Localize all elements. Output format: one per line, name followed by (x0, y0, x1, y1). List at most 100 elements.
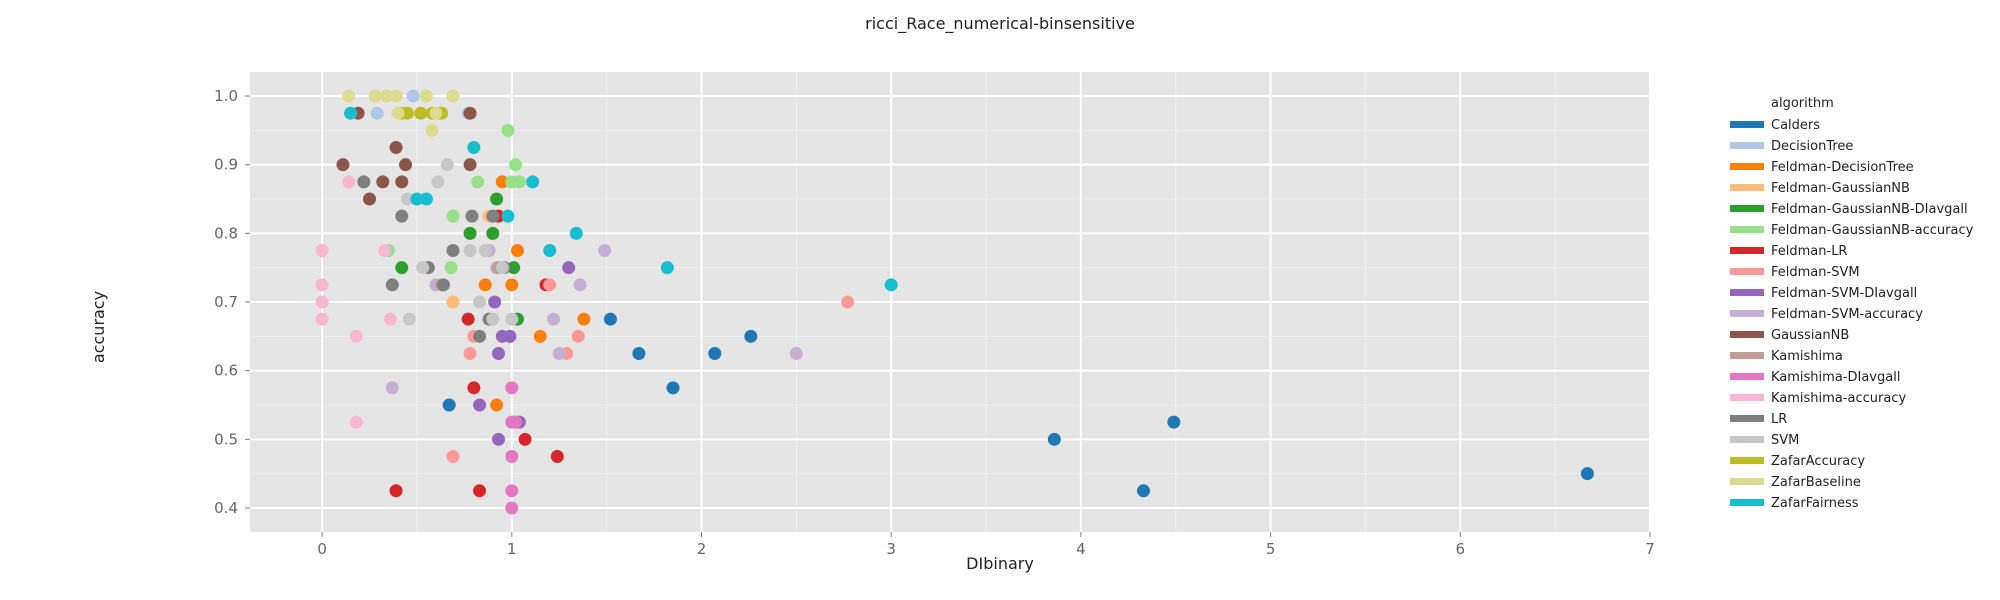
legend-swatch (1730, 436, 1764, 443)
series-svm (400, 158, 519, 326)
data-point (473, 329, 487, 343)
data-point (1580, 467, 1594, 481)
legend-title: algorithm (1771, 96, 1834, 111)
y-tick-label: 0.8 (214, 224, 238, 242)
y-axis-ticks: 0.4 0.5 0.6 0.7 0.8 0.9 1.0 (214, 87, 250, 517)
legend-swatch (1730, 142, 1764, 149)
data-point (503, 329, 517, 343)
data-point (505, 449, 519, 463)
data-point (402, 312, 416, 326)
series-kamishima-diavgall (505, 381, 523, 515)
legend-item: SVM (1730, 433, 1799, 448)
series-feldman-decisiontree (478, 175, 591, 412)
series-feldman-svm-diavgall (473, 261, 576, 446)
data-point (446, 209, 460, 223)
legend-item: Feldman-GaussianNB (1730, 181, 1910, 196)
data-point (577, 312, 591, 326)
data-point (501, 209, 515, 223)
legend-item: LR (1730, 412, 1787, 427)
legend-label: Feldman-SVM-accuracy (1771, 307, 1923, 322)
data-point (471, 175, 485, 189)
data-point (632, 346, 646, 360)
legend-swatch (1730, 205, 1764, 212)
data-point (389, 484, 403, 498)
data-point (383, 312, 397, 326)
data-point (400, 192, 414, 206)
data-point (410, 192, 424, 206)
data-point (463, 244, 477, 258)
legend-label: Kamishima-DIavgall (1771, 370, 1900, 385)
data-point (315, 278, 329, 292)
x-tick-label: 2 (697, 540, 707, 558)
data-point (505, 278, 519, 292)
data-point (442, 398, 456, 412)
legend-swatch (1730, 226, 1764, 233)
data-points (315, 89, 1594, 515)
data-point (446, 295, 460, 309)
data-point (419, 192, 433, 206)
legend-label: GaussianNB (1771, 328, 1849, 343)
data-point (666, 381, 680, 395)
data-point (1136, 484, 1150, 498)
data-point (357, 175, 371, 189)
data-point (416, 261, 430, 275)
legend-label: LR (1771, 412, 1787, 427)
legend-swatch (1730, 289, 1764, 296)
data-point (461, 312, 475, 326)
x-tick-label: 4 (1076, 540, 1086, 558)
legend-swatch (1730, 121, 1764, 128)
y-tick-label: 0.5 (214, 430, 238, 448)
data-point (419, 89, 433, 103)
data-point (370, 106, 384, 120)
legend: algorithm Calders DecisionTree Feldman-Dec… (1730, 96, 1974, 511)
data-point (376, 175, 390, 189)
y-tick-label: 0.6 (214, 362, 238, 380)
legend-swatch (1730, 499, 1764, 506)
data-point (490, 398, 504, 412)
x-tick-label: 0 (317, 540, 327, 558)
series-calders (442, 312, 1594, 498)
data-point (1167, 415, 1181, 429)
data-point (598, 244, 612, 258)
data-point (349, 329, 363, 343)
data-point (505, 501, 519, 515)
data-point (573, 278, 587, 292)
legend-item: GaussianNB (1730, 328, 1849, 343)
chart-title: ricci_Race_numerical-binsensitive (865, 14, 1135, 34)
legend-label: Feldman-SVM (1771, 265, 1860, 280)
series-lr (357, 175, 511, 343)
data-point (512, 175, 526, 189)
data-point (378, 244, 392, 258)
data-point (315, 244, 329, 258)
legend-label: Kamishima (1771, 349, 1843, 364)
legend-label: Feldman-GaussianNB-DIavgall (1771, 202, 1968, 217)
legend-label: ZafarFairness (1771, 496, 1859, 511)
data-point (505, 381, 519, 395)
data-point (363, 192, 377, 206)
data-point (486, 209, 500, 223)
legend-item: Feldman-GaussianNB-DIavgall (1730, 202, 1968, 217)
data-point (385, 381, 399, 395)
data-point (526, 175, 540, 189)
data-point (414, 106, 428, 120)
data-point (395, 261, 409, 275)
legend-item: Feldman-SVM-DIavgall (1730, 286, 1917, 301)
data-point (501, 123, 515, 137)
data-point (509, 415, 523, 429)
series-feldman-svm-accuracy (385, 244, 803, 395)
data-point (385, 278, 399, 292)
legend-label: Feldman-GaussianNB (1771, 181, 1910, 196)
data-point (446, 89, 460, 103)
data-point (342, 89, 356, 103)
x-tick-label: 5 (1266, 540, 1276, 558)
legend-label: Feldman-SVM-DIavgall (1771, 286, 1917, 301)
data-point (395, 175, 409, 189)
data-point (463, 226, 477, 240)
data-point (446, 449, 460, 463)
series-feldman-gaussiannb-accuracy (381, 123, 526, 275)
data-point (380, 89, 394, 103)
data-point (440, 158, 454, 172)
legend-label: SVM (1771, 433, 1799, 448)
data-point (533, 329, 547, 343)
legend-item: ZafarBaseline (1730, 475, 1861, 490)
